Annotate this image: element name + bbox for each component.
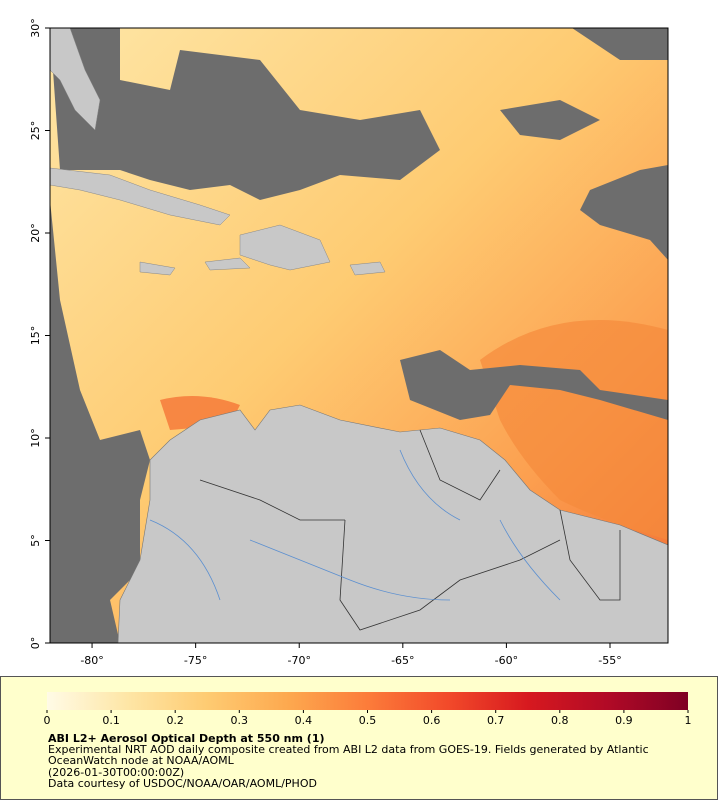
land: [50, 167, 231, 226]
colorbar-tick-label: 0.3: [231, 714, 249, 727]
y-tick-label: 20°: [29, 223, 42, 243]
y-tick-label: 0°: [29, 637, 42, 650]
map: [50, 28, 668, 643]
y-tick-label: 30°: [29, 18, 42, 38]
y-tick-label: 15°: [29, 326, 42, 346]
colorbar-tick-label: 0.6: [423, 714, 441, 727]
y-tick-label: 25°: [29, 121, 42, 141]
x-tick-label: -70°: [287, 654, 310, 667]
x-tick-label: -60°: [495, 654, 518, 667]
colorbar-tick-label: 0.4: [295, 714, 313, 727]
caption-line: Data courtesy of USDOC/NOAA/OAR/AOML/PHO…: [48, 777, 317, 790]
land: [239, 224, 331, 271]
caption-line: Experimental NRT AOD daily composite cre…: [48, 743, 649, 756]
cloud: [572, 28, 668, 60]
caption-line: (2026-01-30T00:00:00Z): [48, 766, 184, 779]
cloud: [400, 350, 668, 420]
colorbar-tick-label: 0.7: [487, 714, 505, 727]
y-tick-label: 5°: [29, 534, 42, 547]
cloud: [50, 200, 150, 643]
colorbar-tick-label: 0: [44, 714, 51, 727]
x-tick-label: -80°: [80, 654, 103, 667]
colorbar-tick-label: 0.2: [166, 714, 184, 727]
colorbar-tick-label: 1: [685, 714, 692, 727]
colorbar-tick-label: 0.5: [359, 714, 377, 727]
cloud: [50, 28, 440, 200]
colorbar: [47, 692, 688, 710]
caption-title: ABI L2+ Aerosol Optical Depth at 550 nm …: [48, 732, 325, 745]
y-tick-label: 10°: [29, 428, 42, 448]
x-tick-label: -65°: [391, 654, 414, 667]
river: [149, 449, 561, 601]
land: [139, 257, 386, 276]
x-tick-label: -55°: [598, 654, 621, 667]
x-tick-label: -75°: [184, 654, 207, 667]
colorbar-tick-label: 0.8: [551, 714, 569, 727]
cloud: [580, 165, 668, 260]
cloud: [500, 100, 600, 140]
axes: -80° -75° -70° -65° -60° -55° 0° 5° 10° 15° 20° 25°…: [29, 18, 622, 667]
land: [117, 404, 668, 643]
colorbar-tick-label: 0.1: [102, 714, 120, 727]
colorbar-ticks: 0 0.1 0.2 0.3 0.4 0.5 0.6 0.7 0.8 0.9 1: [44, 710, 692, 727]
border: [199, 429, 621, 631]
land: [50, 28, 101, 131]
caption-line: OceanWatch node at NOAA/AOML: [48, 754, 235, 767]
colorbar-tick-label: 0.9: [615, 714, 633, 727]
